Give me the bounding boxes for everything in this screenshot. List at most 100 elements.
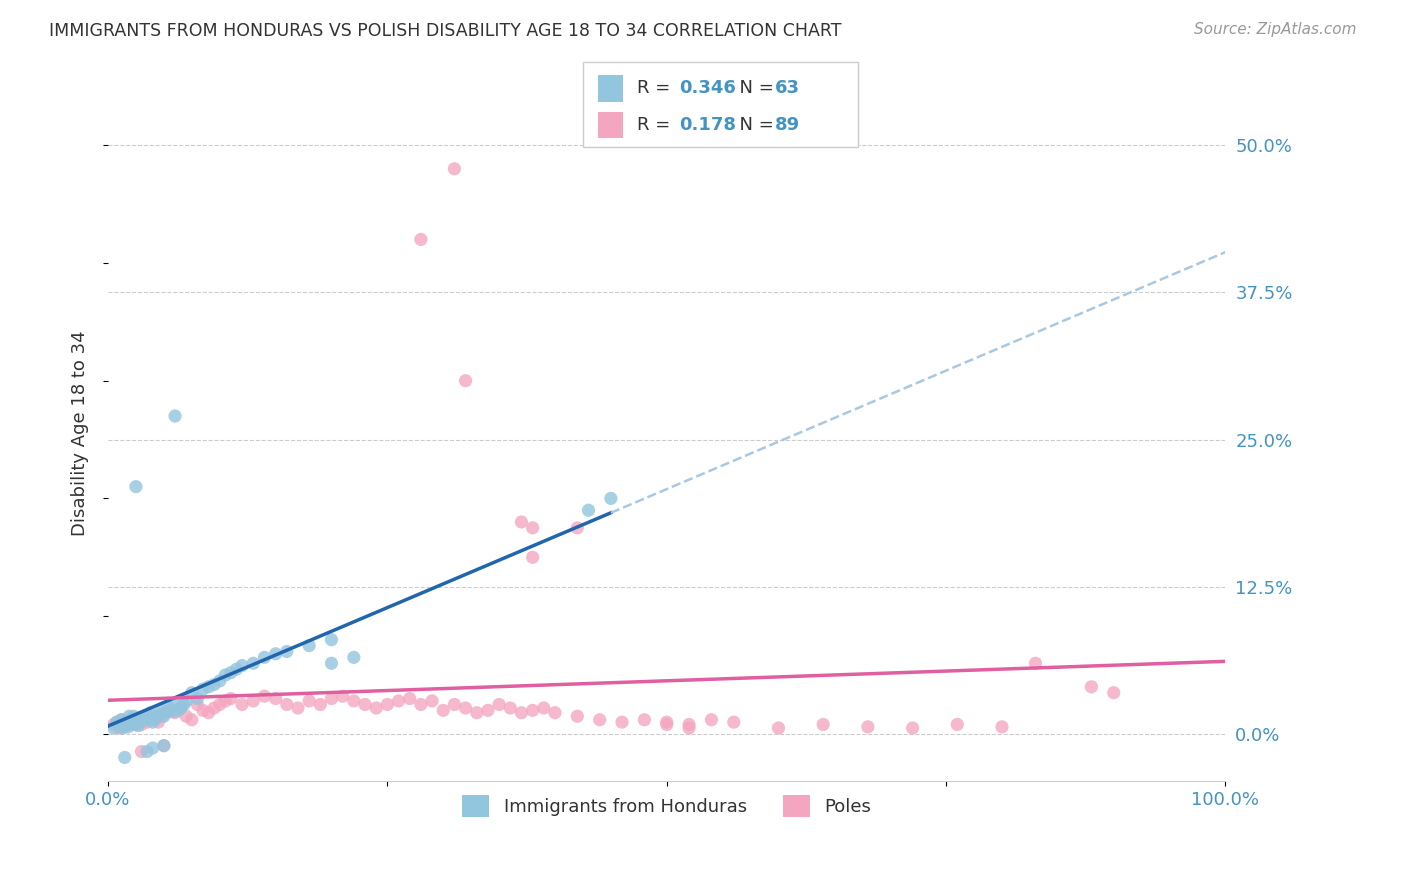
Point bbox=[276, 644, 298, 658]
Point bbox=[108, 717, 131, 731]
Point bbox=[901, 721, 924, 735]
Text: 63: 63 bbox=[775, 79, 800, 97]
Point bbox=[153, 739, 176, 753]
Point bbox=[208, 698, 231, 712]
Point bbox=[139, 706, 162, 720]
Point bbox=[131, 717, 153, 731]
Point bbox=[420, 694, 443, 708]
Point bbox=[197, 680, 219, 694]
Point bbox=[153, 709, 176, 723]
Point bbox=[136, 715, 159, 730]
Point bbox=[522, 521, 544, 535]
Point bbox=[108, 721, 131, 735]
Point bbox=[191, 682, 214, 697]
Point bbox=[139, 710, 162, 724]
Point bbox=[1024, 657, 1046, 671]
Text: 0.178: 0.178 bbox=[679, 116, 737, 134]
Point bbox=[110, 713, 132, 727]
Point bbox=[197, 706, 219, 720]
Point bbox=[148, 708, 170, 723]
Point bbox=[1080, 680, 1102, 694]
Point bbox=[186, 698, 208, 712]
Point bbox=[103, 721, 125, 735]
Point bbox=[510, 515, 533, 529]
Point bbox=[153, 739, 176, 753]
Point bbox=[163, 706, 186, 720]
Point bbox=[366, 701, 388, 715]
Point bbox=[409, 232, 432, 246]
Point bbox=[454, 374, 477, 388]
Point bbox=[103, 717, 125, 731]
Point bbox=[443, 161, 465, 176]
Point bbox=[343, 650, 366, 665]
Point bbox=[167, 703, 190, 717]
Point bbox=[321, 657, 343, 671]
Point bbox=[202, 701, 225, 715]
Point bbox=[136, 713, 159, 727]
Point bbox=[946, 717, 969, 731]
Point bbox=[114, 720, 136, 734]
Point bbox=[125, 716, 148, 731]
Point bbox=[219, 665, 242, 680]
Point bbox=[377, 698, 399, 712]
Text: Source: ZipAtlas.com: Source: ZipAtlas.com bbox=[1194, 22, 1357, 37]
Text: R =: R = bbox=[637, 116, 676, 134]
Point bbox=[856, 720, 879, 734]
Point bbox=[678, 721, 700, 735]
Point bbox=[387, 694, 409, 708]
Point bbox=[533, 701, 555, 715]
Point bbox=[169, 701, 191, 715]
Point bbox=[343, 694, 366, 708]
Point bbox=[114, 750, 136, 764]
Point bbox=[432, 703, 454, 717]
Point bbox=[202, 677, 225, 691]
Point bbox=[321, 691, 343, 706]
Point bbox=[128, 715, 150, 730]
Point bbox=[169, 701, 191, 715]
Point bbox=[991, 720, 1014, 734]
Point bbox=[121, 717, 143, 731]
Point bbox=[143, 712, 166, 726]
Point bbox=[723, 715, 745, 730]
Point bbox=[298, 639, 321, 653]
Point bbox=[242, 657, 264, 671]
Point bbox=[811, 717, 834, 731]
Y-axis label: Disability Age 18 to 34: Disability Age 18 to 34 bbox=[72, 331, 89, 536]
Point bbox=[242, 694, 264, 708]
Point bbox=[128, 714, 150, 728]
Point bbox=[125, 717, 148, 731]
Point bbox=[309, 698, 332, 712]
Point bbox=[127, 719, 149, 733]
Point bbox=[132, 713, 155, 727]
Point bbox=[121, 713, 143, 727]
Point bbox=[264, 647, 287, 661]
Point bbox=[159, 701, 181, 715]
Point bbox=[522, 703, 544, 717]
Point bbox=[264, 691, 287, 706]
Point bbox=[153, 706, 176, 720]
Point bbox=[118, 717, 141, 731]
Text: 89: 89 bbox=[775, 116, 800, 134]
Point bbox=[253, 690, 276, 704]
Point bbox=[120, 715, 142, 730]
Point bbox=[105, 715, 128, 730]
Text: 0.346: 0.346 bbox=[679, 79, 735, 97]
Point bbox=[409, 698, 432, 712]
Text: N =: N = bbox=[728, 79, 780, 97]
Point bbox=[159, 703, 181, 717]
Point bbox=[105, 715, 128, 730]
Point bbox=[219, 691, 242, 706]
Point bbox=[111, 721, 134, 735]
Point bbox=[150, 709, 173, 723]
Point bbox=[115, 715, 138, 730]
Point bbox=[225, 662, 247, 676]
Point bbox=[208, 673, 231, 688]
Point bbox=[578, 503, 600, 517]
Point bbox=[214, 668, 236, 682]
Point bbox=[143, 713, 166, 727]
Point bbox=[110, 713, 132, 727]
Point bbox=[162, 705, 184, 719]
Point bbox=[398, 691, 420, 706]
Point bbox=[148, 715, 170, 730]
Point bbox=[214, 694, 236, 708]
